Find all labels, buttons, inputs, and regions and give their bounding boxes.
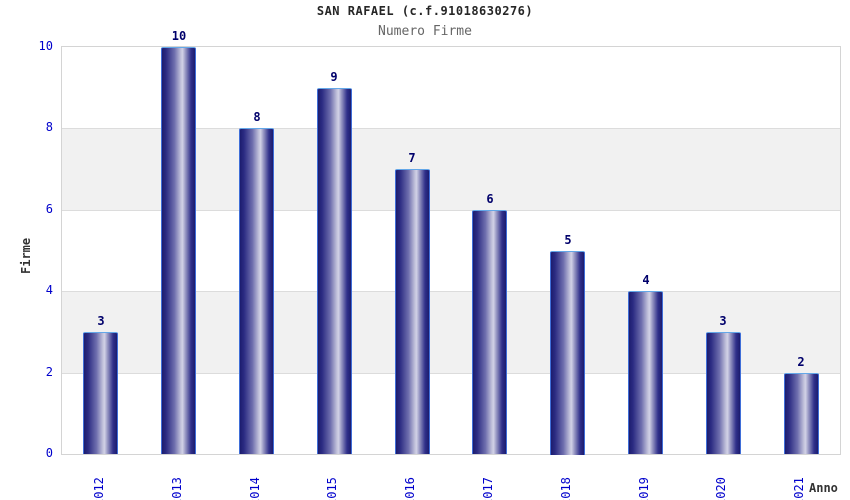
- gridline: [62, 291, 840, 292]
- x-tick-label: 2019: [637, 477, 651, 500]
- chart-subtitle: Numero Firme: [378, 24, 472, 39]
- x-tick-label: 2021: [792, 477, 806, 500]
- bar-value-label: 4: [642, 273, 650, 287]
- bar-value-label: 10: [171, 29, 187, 43]
- bar-value-label: 9: [330, 70, 338, 84]
- bar-value-label: 3: [719, 314, 727, 328]
- bar-value-label: 2: [797, 355, 805, 369]
- bar-2017: [472, 210, 507, 454]
- y-tick-label: 8: [45, 120, 53, 135]
- x-tick-label: 2013: [170, 477, 184, 500]
- x-axis-label: Anno: [809, 481, 838, 495]
- y-tick-label: 0: [45, 446, 53, 460]
- x-tick-label: 2012: [92, 477, 106, 500]
- bar-value-label: 8: [253, 110, 261, 124]
- y-axis-label: Firme: [19, 237, 33, 274]
- plot-area: 3 10 8 9 7 6 5 4 3 2: [61, 29, 841, 455]
- y-tick-label: 2: [45, 364, 53, 379]
- y-tick-label: 4: [45, 283, 53, 298]
- gridline: [62, 373, 840, 374]
- bar-2012: [83, 332, 118, 454]
- gridline: [62, 210, 840, 211]
- bar-2021: [784, 373, 819, 454]
- x-tick-label: 2015: [325, 477, 339, 500]
- bar-2020: [706, 332, 741, 454]
- bar-2015: [317, 88, 352, 454]
- x-tick-label: 2014: [248, 477, 262, 500]
- chart-title: SAN RAFAEL (c.f.91018630276): [316, 4, 534, 18]
- x-tick-label: 2018: [559, 477, 573, 500]
- bar-value-label: 6: [486, 192, 494, 206]
- x-tick-label: 2020: [714, 477, 728, 500]
- bar-value-label: 7: [408, 151, 416, 165]
- bar-2013: [161, 47, 196, 454]
- y-tick-label: 10: [38, 39, 53, 53]
- bar-2019: [628, 291, 663, 454]
- bar-2014: [239, 128, 274, 454]
- x-tick-label: 2016: [403, 477, 417, 500]
- bar-value-label: 5: [564, 233, 572, 247]
- bar-value-label: 3: [97, 314, 105, 328]
- gridline: [62, 128, 840, 129]
- bar-2016: [395, 169, 430, 454]
- bar-2018: [550, 251, 585, 455]
- x-tick-label: 2017: [481, 477, 495, 500]
- y-tick-label: 6: [45, 201, 53, 216]
